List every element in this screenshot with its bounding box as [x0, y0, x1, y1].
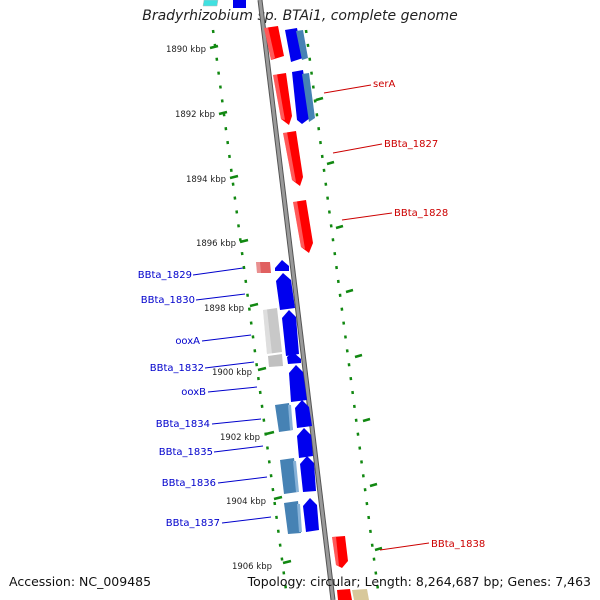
kbp-tick-label: 1894 kbp	[186, 175, 226, 185]
gene-reverse-top-1[interactable]	[285, 28, 308, 62]
gene-labels-right: serA BBta_1827 BBta_1828 BBta_1838	[373, 79, 485, 550]
gene-label: BBta_1837	[166, 518, 220, 529]
label-leaders-right	[323, 84, 430, 551]
genome-backbone	[257, 0, 336, 600]
gene-bottom-pale	[352, 589, 369, 600]
gene-BBta_1836[interactable]	[280, 456, 316, 494]
kbp-tick-label: 1892 kbp	[175, 110, 215, 120]
kbp-tick-label: 1896 kbp	[196, 239, 236, 249]
topology-text: Topology: circular; Length: 8,264,687 bp…	[248, 574, 591, 589]
gene-label: serA	[373, 79, 395, 90]
gene-BBta_1832[interactable]	[287, 352, 301, 364]
gene-labels-left: BBta_1829 BBta_1830 ooxA BBta_1832 ooxB …	[138, 270, 220, 529]
gene-BBta_1827[interactable]	[283, 131, 303, 186]
gene-BBta_1837[interactable]	[284, 498, 319, 534]
kbp-scale: 1890 kbp 1892 kbp 1894 kbp 1896 kbp 1898…	[166, 44, 383, 572]
kbp-tick-label: 1904 kbp	[226, 497, 266, 507]
gene-BBta_1838[interactable]	[332, 536, 348, 568]
gene-BBta_1829[interactable]	[256, 262, 271, 273]
label-leaders-left	[192, 267, 272, 524]
gene-BBta_1828[interactable]	[293, 200, 313, 253]
gene-label: ooxB	[181, 387, 206, 398]
gene-BBta_1835[interactable]	[297, 428, 313, 458]
gene-label: BBta_1836	[162, 478, 216, 489]
gene-top-blue	[233, 0, 246, 8]
gene-label: ooxA	[175, 336, 200, 347]
gene-label: BBta_1838	[431, 539, 485, 550]
gene-serA[interactable]	[273, 73, 292, 125]
kbp-tick-label: 1898 kbp	[204, 304, 244, 314]
gene-BBta_1834[interactable]	[275, 400, 312, 432]
kbp-tick-label: 1906 kbp	[232, 562, 272, 572]
gene-bottom-red	[337, 589, 352, 600]
tick-track-right	[304, 29, 380, 591]
tick-track-left	[211, 29, 288, 591]
gene-label: BBta_1832	[150, 363, 204, 374]
gene-label: BBta_1834	[156, 419, 210, 430]
gene-label: BBta_1835	[159, 447, 213, 458]
gene-label: BBta_1827	[384, 139, 438, 150]
kbp-tick-label: 1902 kbp	[220, 433, 260, 443]
gene-label: BBta_1830	[141, 295, 195, 306]
gene-BBta_1830-top[interactable]	[275, 260, 289, 271]
gene-ooxB[interactable]	[289, 365, 307, 402]
gene-ooxA-blue[interactable]	[282, 310, 299, 356]
kbp-tick-label: 1900 kbp	[212, 368, 252, 378]
gene-reverse-top-2[interactable]	[292, 70, 315, 124]
gene-top-cyan	[202, 0, 219, 7]
genome-title: Bradyrhizobium sp. BTAi1, complete genom…	[142, 8, 458, 24]
topology-value: Topology: circular; Length: 8,264,687 bp…	[247, 574, 591, 589]
gene-label: BBta_1829	[138, 270, 192, 281]
gene-ooxA[interactable]	[263, 308, 283, 367]
gene-forward-1[interactable]	[264, 26, 284, 60]
gene-BBta_1830[interactable]	[276, 273, 295, 310]
accession-text: Accession: NC_009485	[9, 574, 152, 589]
gene-label: BBta_1828	[394, 208, 448, 219]
kbp-tick-label: 1890 kbp	[166, 45, 206, 55]
